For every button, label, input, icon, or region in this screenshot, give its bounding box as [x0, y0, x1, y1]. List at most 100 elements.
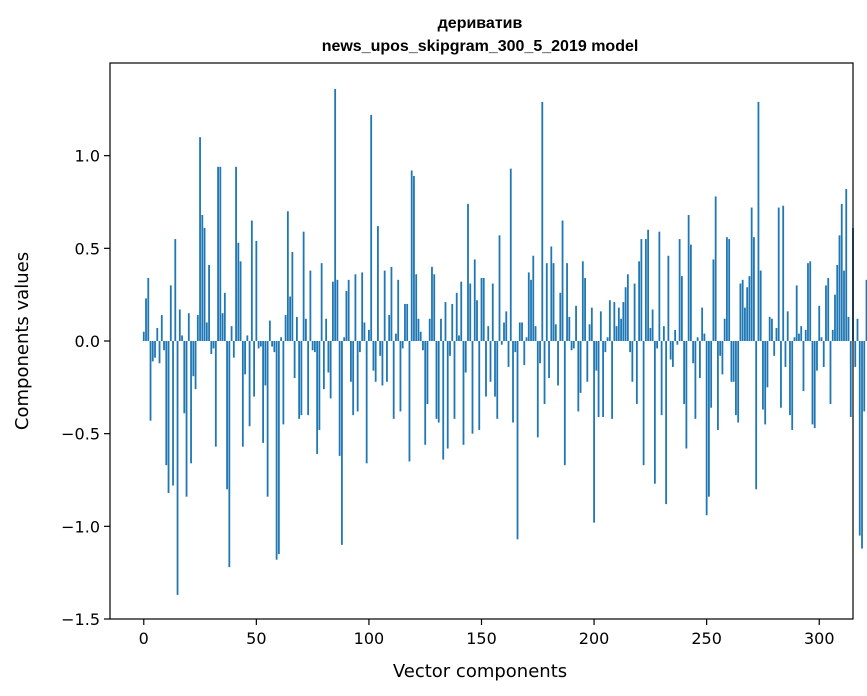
bar-87: [338, 341, 341, 456]
plot-area-frame: [109, 62, 854, 620]
bar-266: [741, 279, 744, 341]
y-tick-label-2: −0.5: [61, 425, 100, 444]
bar-39: [230, 326, 233, 341]
bar-12: [169, 285, 172, 341]
bar-289: [793, 337, 796, 341]
bar-8: [160, 315, 163, 341]
bar-78: [318, 341, 321, 430]
bar-68: [295, 316, 298, 341]
bar-150: [480, 277, 483, 341]
bar-70: [300, 341, 303, 416]
bar-88: [341, 341, 343, 545]
bar-307: [834, 294, 836, 341]
bar-249: [703, 333, 706, 341]
bar-311: [843, 270, 845, 341]
bar-282: [777, 207, 780, 341]
bar-243: [689, 244, 692, 341]
bar-108: [386, 341, 388, 382]
bar-119: [410, 170, 413, 341]
bar-130: [435, 341, 438, 419]
bar-132: [440, 318, 442, 341]
bar-69: [298, 341, 301, 419]
bar-115: [401, 341, 404, 349]
bar-58: [273, 341, 276, 353]
bar-296: [809, 261, 812, 341]
bar-290: [795, 285, 798, 341]
bar-27: [203, 227, 206, 341]
bar-131: [437, 341, 440, 423]
bar-292: [800, 326, 803, 341]
bar-22: [192, 341, 195, 377]
bar-224: [647, 229, 650, 341]
x-tick-label-2: 100: [354, 629, 385, 648]
bar-241: [685, 341, 688, 449]
bar-37: [226, 341, 228, 490]
bar-30: [210, 341, 213, 354]
bar-143: [464, 341, 467, 373]
bar-171: [527, 272, 530, 341]
bar-168: [521, 322, 523, 341]
bar-178: [543, 341, 546, 405]
bar-40: [232, 341, 235, 358]
bar-154: [489, 341, 492, 382]
bar-255: [717, 341, 719, 430]
bar-193: [577, 341, 580, 412]
bar-120: [413, 176, 415, 341]
bar-141: [460, 281, 463, 341]
bar-309: [838, 235, 841, 341]
bar-239: [680, 276, 683, 341]
bar-169: [523, 341, 526, 366]
bar-149: [478, 341, 481, 430]
bar-203: [599, 311, 602, 341]
bar-97: [361, 272, 364, 341]
bar-222: [642, 341, 645, 466]
bar-205: [604, 341, 607, 353]
bar-238: [678, 239, 681, 341]
bar-51: [257, 341, 260, 349]
bar-293: [802, 341, 805, 392]
bar-53: [262, 341, 264, 443]
bar-303: [825, 285, 827, 341]
bar-5: [154, 341, 156, 358]
bar-49: [253, 341, 255, 397]
bar-167: [518, 322, 521, 341]
bar-257: [721, 341, 724, 375]
bar-321: [865, 279, 867, 341]
bar-153: [487, 326, 490, 341]
bar-151: [482, 277, 485, 341]
bar-189: [568, 316, 571, 341]
bar-256: [719, 341, 722, 356]
bar-155: [491, 283, 494, 341]
bar-126: [426, 341, 429, 405]
bar-175: [536, 341, 539, 438]
bar-252: [710, 341, 713, 408]
bar-221: [640, 239, 643, 341]
bar-301: [820, 337, 823, 341]
bar-294: [804, 329, 807, 341]
bar-50: [255, 240, 258, 341]
bar-24: [196, 315, 199, 341]
bar-123: [419, 331, 422, 341]
bar-207: [608, 300, 611, 341]
bar-300: [818, 305, 821, 341]
bar-140: [458, 335, 460, 341]
bar-183: [554, 324, 557, 341]
x-tick-label-0: 0: [139, 629, 149, 648]
bar-147: [473, 259, 476, 341]
bar-236: [674, 329, 677, 341]
bar-291: [798, 333, 800, 341]
bar-125: [424, 341, 427, 445]
bar-83: [329, 341, 332, 399]
bar-47: [248, 341, 251, 427]
bar-306: [831, 329, 834, 341]
bar-32: [214, 341, 217, 447]
bar-57: [271, 341, 274, 347]
bar-304: [827, 277, 830, 341]
bar-118: [408, 341, 411, 462]
bar-231: [662, 326, 665, 341]
bar-136: [449, 341, 451, 356]
bar-269: [748, 276, 751, 341]
bar-10: [165, 341, 168, 466]
bar-44: [241, 341, 244, 447]
